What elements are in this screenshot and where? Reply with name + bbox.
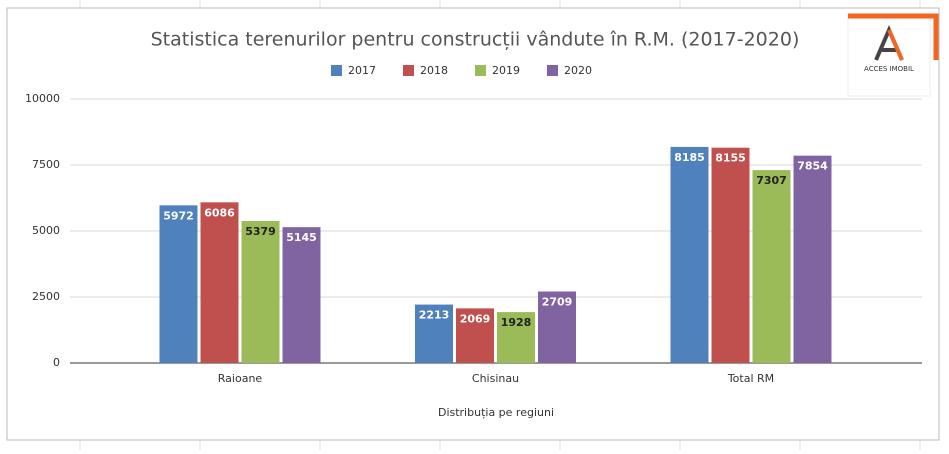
data-label: 5972 xyxy=(163,209,194,222)
data-label: 7854 xyxy=(797,160,828,173)
data-label: 1928 xyxy=(501,316,532,329)
bar xyxy=(752,170,791,363)
legend-label: 2020 xyxy=(564,64,592,77)
legend-label: 2017 xyxy=(348,64,376,77)
data-label: 2213 xyxy=(419,309,450,322)
bar xyxy=(159,205,198,363)
bar xyxy=(497,312,535,363)
legend-swatch xyxy=(547,65,558,76)
chart-title: Statistica terenurilor pentru construcți… xyxy=(151,29,800,51)
bar xyxy=(538,291,576,363)
bar xyxy=(415,304,453,363)
y-tick-label: 7500 xyxy=(32,158,60,171)
legend-swatch xyxy=(475,65,486,76)
y-tick-label: 10000 xyxy=(25,92,60,105)
x-tick-label: Total RM xyxy=(727,372,774,385)
legend-swatch xyxy=(331,65,342,76)
x-tick-label: Raioane xyxy=(218,372,263,385)
data-label: 8155 xyxy=(715,152,746,165)
plot: 0 2500 5000 7500 10000 2017 2018 2019 2020 Raioan… xyxy=(25,64,922,385)
legend-label: 2018 xyxy=(420,64,448,77)
y-tick-label: 2500 xyxy=(32,290,60,303)
y-tick-label: 0 xyxy=(53,356,60,369)
bar xyxy=(241,220,280,363)
legend-swatch xyxy=(403,65,414,76)
bar xyxy=(200,202,239,363)
bar xyxy=(670,146,709,363)
logo-text: ACCES IMOBIL xyxy=(864,65,914,73)
data-label: 5145 xyxy=(286,231,317,244)
x-axis-title: Distribuția pe regiuni xyxy=(438,406,554,419)
data-label: 8185 xyxy=(674,151,705,164)
legend-label: 2019 xyxy=(492,64,520,77)
data-label: 5379 xyxy=(245,225,276,238)
x-tick-label: Chisinau xyxy=(472,372,519,385)
bar xyxy=(456,308,494,363)
bar xyxy=(793,155,832,363)
y-tick-label: 5000 xyxy=(32,224,60,237)
data-label: 6086 xyxy=(204,206,235,219)
bar xyxy=(282,227,321,363)
logo: ACCES IMOBIL xyxy=(847,13,939,97)
data-label: 7307 xyxy=(756,174,787,187)
data-label: 2069 xyxy=(460,312,491,325)
bar xyxy=(711,147,750,363)
data-label: 2709 xyxy=(542,295,573,308)
